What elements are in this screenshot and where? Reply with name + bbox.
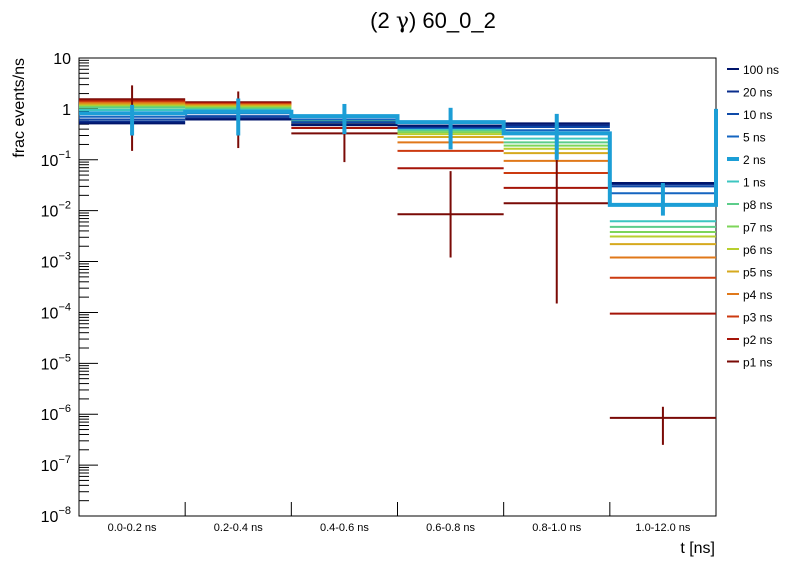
x-tick-label: 0.4-0.6 ns — [320, 522, 369, 534]
legend-item: p5 ns — [727, 266, 772, 280]
chart-title: (2 γ) 60_0_2 — [370, 8, 496, 34]
x-axis: 0.0-0.2 ns 0.2-0.4 ns 0.4-0.6 ns 0.6-0.8 ns… — [108, 502, 691, 534]
y-tick-label: 1 — [62, 102, 71, 119]
legend-item: p7 ns — [727, 221, 772, 235]
y-tick-label: 10−5 — [41, 352, 71, 373]
legend-label: p5 ns — [743, 266, 772, 280]
y-tick-label: 10−8 — [41, 505, 71, 526]
legend-label: p3 ns — [743, 311, 772, 325]
legend-item: 1 ns — [727, 176, 766, 190]
y-axis: 10−8 10−7 10−6 10−5 10−4 10−3 10−2 10−1 1 10 — [41, 51, 98, 526]
x-tick-label: 0.6-0.8 ns — [426, 522, 475, 534]
legend-item: p4 ns — [727, 288, 772, 302]
legend-item: p1 ns — [727, 356, 772, 370]
legend-item: p3 ns — [727, 311, 772, 325]
y-tick-label: 10 — [53, 51, 71, 68]
legend-label: 1 ns — [743, 176, 766, 190]
legend-label: 10 ns — [743, 108, 772, 122]
gamma-symbol: γ — [396, 9, 409, 34]
series-2-ns — [79, 108, 718, 207]
y-tick-label: 10−6 — [41, 403, 71, 424]
legend-label: p4 ns — [743, 288, 772, 302]
series-layer — [79, 98, 718, 419]
legend-item: 100 ns — [727, 63, 779, 77]
legend: 100 ns 20 ns 10 ns 5 ns 2 ns 1 ns p8 ns p7 ns p6… — [727, 63, 779, 370]
legend-label: 100 ns — [743, 63, 779, 77]
x-axis-label: t [ns] — [680, 540, 715, 557]
legend-item: p6 ns — [727, 243, 772, 257]
legend-label: p2 ns — [743, 333, 772, 347]
error-bars — [130, 85, 665, 445]
legend-item: 20 ns — [727, 86, 772, 100]
y-tick-label: 10−7 — [41, 454, 71, 475]
y-tick-label: 10−1 — [41, 149, 71, 170]
legend-label: 2 ns — [743, 153, 766, 167]
y-axis-label: frac events/ns — [11, 58, 28, 158]
legend-label: 20 ns — [743, 86, 772, 100]
legend-label: p1 ns — [743, 356, 772, 370]
series-step-line — [79, 108, 718, 207]
x-tick-label: 0.0-0.2 ns — [108, 522, 157, 534]
legend-label: p6 ns — [743, 243, 772, 257]
legend-item: 2 ns — [727, 153, 766, 167]
x-tick-label: 0.2-0.4 ns — [214, 522, 263, 534]
legend-label: 5 ns — [743, 131, 766, 145]
legend-label: p8 ns — [743, 198, 772, 212]
legend-item: p2 ns — [727, 333, 772, 347]
x-tick-label: 1.0-12.0 ns — [635, 522, 691, 534]
legend-item: 10 ns — [727, 108, 772, 122]
legend-item: p8 ns — [727, 198, 772, 212]
y-tick-label: 10−4 — [41, 301, 71, 322]
x-tick-label: 0.8-1.0 ns — [532, 522, 581, 534]
legend-label: p7 ns — [743, 221, 772, 235]
y-tick-label: 10−3 — [41, 251, 71, 272]
legend-item: 5 ns — [727, 131, 766, 145]
y-tick-label: 10−2 — [41, 200, 71, 221]
